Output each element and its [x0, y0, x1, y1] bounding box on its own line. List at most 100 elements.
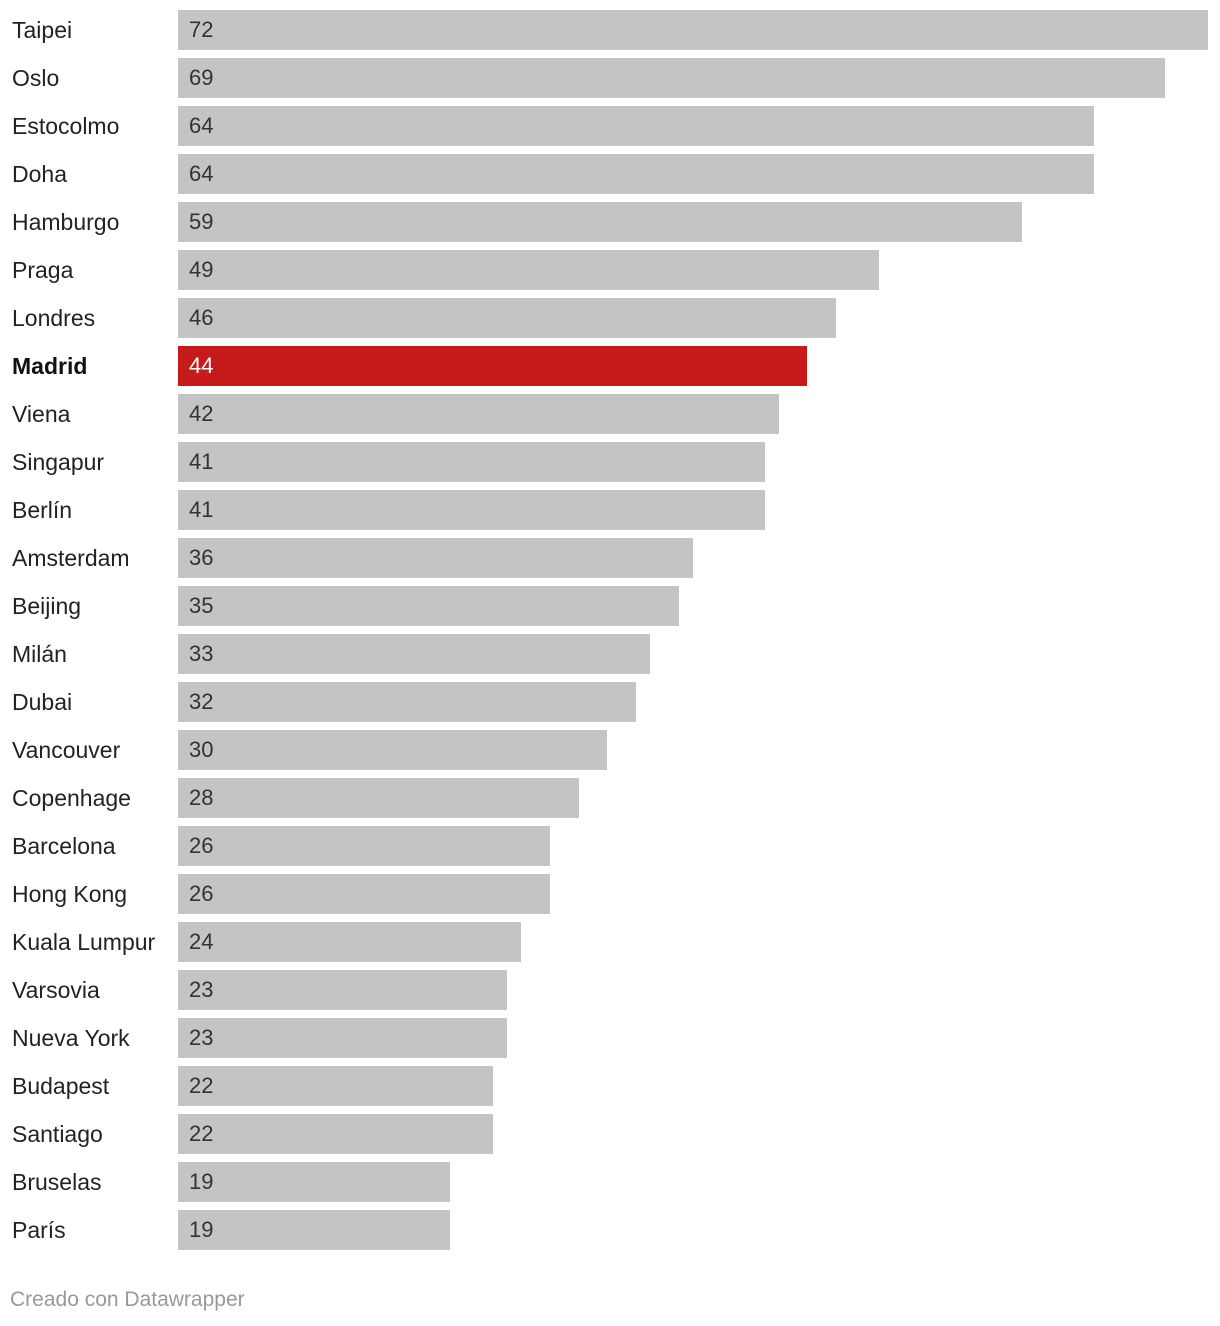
category-label-beijing: Beijing — [12, 593, 82, 619]
value-label-dubai: 32 — [189, 689, 214, 714]
bar-row-hong-kong: Hong Kong 26 — [0, 874, 1220, 914]
bar-row-singapur: Singapur 41 — [0, 442, 1220, 482]
bar-row-beijing: Beijing 35 — [0, 586, 1220, 626]
bar-oslo — [178, 58, 1165, 98]
category-label-estocolmo: Estocolmo — [12, 113, 120, 139]
category-label-vancouver: Vancouver — [12, 737, 121, 763]
category-label-santiago: Santiago — [12, 1121, 103, 1147]
category-label-doha: Doha — [12, 161, 67, 187]
bar-row-doha: Doha 64 — [0, 154, 1220, 194]
bar-row-taipei: Taipei 72 — [0, 10, 1220, 50]
bar-praga — [178, 250, 879, 290]
bar-row-barcelona: Barcelona 26 — [0, 826, 1220, 866]
bar-row-santiago: Santiago 22 — [0, 1114, 1220, 1154]
value-label-kuala-lumpur: 24 — [189, 929, 214, 954]
bar-paris — [178, 1210, 450, 1250]
category-label-milan: Milán — [12, 641, 67, 667]
category-label-londres: Londres — [12, 305, 96, 331]
bar-milan — [178, 634, 650, 674]
value-label-santiago: 22 — [189, 1121, 214, 1146]
category-label-praga: Praga — [12, 257, 74, 283]
bar-row-dubai: Dubai 32 — [0, 682, 1220, 722]
bar-bruselas — [178, 1162, 450, 1202]
bar-row-praga: Praga 49 — [0, 250, 1220, 290]
bar-row-kuala-lumpur: Kuala Lumpur 24 — [0, 922, 1220, 962]
bar-amsterdam — [178, 538, 693, 578]
bar-barcelona — [178, 826, 550, 866]
bar-viena — [178, 394, 779, 434]
category-label-berlin: Berlín — [12, 497, 73, 523]
bar-varsovia — [178, 970, 507, 1010]
category-label-barcelona: Barcelona — [12, 833, 116, 859]
bar-budapest — [178, 1066, 493, 1106]
value-label-budapest: 22 — [189, 1073, 214, 1098]
category-label-paris: París — [12, 1217, 66, 1243]
bar-doha — [178, 154, 1094, 194]
credit-footer: Creado con Datawrapper — [10, 1288, 245, 1311]
value-label-singapur: 41 — [189, 449, 214, 474]
bar-row-nueva-york: Nueva York 23 — [0, 1018, 1220, 1058]
category-label-hong-kong: Hong Kong — [12, 881, 128, 907]
category-label-copenhage: Copenhage — [12, 785, 131, 811]
value-label-viena: 42 — [189, 401, 214, 426]
value-label-hamburgo: 59 — [189, 209, 214, 234]
value-label-estocolmo: 64 — [189, 113, 214, 138]
value-label-varsovia: 23 — [189, 977, 214, 1002]
value-label-taipei: 72 — [189, 17, 214, 42]
category-label-viena: Viena — [12, 401, 71, 427]
value-label-copenhage: 28 — [189, 785, 214, 810]
category-label-oslo: Oslo — [12, 65, 60, 91]
bar-row-madrid: Madrid 44 — [0, 346, 1220, 386]
bar-madrid — [178, 346, 807, 386]
bar-row-bruselas: Bruselas 19 — [0, 1162, 1220, 1202]
bar-santiago — [178, 1114, 493, 1154]
value-label-madrid: 44 — [189, 353, 214, 378]
value-label-bruselas: 19 — [189, 1169, 214, 1194]
category-label-taipei: Taipei — [12, 17, 73, 43]
category-label-madrid: Madrid — [12, 353, 88, 379]
category-label-hamburgo: Hamburgo — [12, 209, 120, 235]
value-label-praga: 49 — [189, 257, 214, 282]
category-label-varsovia: Varsovia — [12, 977, 100, 1003]
category-label-bruselas: Bruselas — [12, 1169, 102, 1195]
value-label-londres: 46 — [189, 305, 214, 330]
bar-row-oslo: Oslo 69 — [0, 58, 1220, 98]
category-label-nueva-york: Nueva York — [12, 1025, 130, 1051]
bar-dubai — [178, 682, 636, 722]
bar-row-copenhage: Copenhage 28 — [0, 778, 1220, 818]
bar-beijing — [178, 586, 679, 626]
bar-nueva-york — [178, 1018, 507, 1058]
bar-row-viena: Viena 42 — [0, 394, 1220, 434]
category-label-amsterdam: Amsterdam — [12, 545, 130, 571]
bar-kuala-lumpur — [178, 922, 521, 962]
bar-londres — [178, 298, 836, 338]
bar-hamburgo — [178, 202, 1022, 242]
bar-row-varsovia: Varsovia 23 — [0, 970, 1220, 1010]
bar-row-hamburgo: Hamburgo 59 — [0, 202, 1220, 242]
value-label-oslo: 69 — [189, 65, 214, 90]
value-label-milan: 33 — [189, 641, 214, 666]
value-label-doha: 64 — [189, 161, 214, 186]
bar-berlin — [178, 490, 765, 530]
value-label-vancouver: 30 — [189, 737, 214, 762]
value-label-nueva-york: 23 — [189, 1025, 214, 1050]
bar-hong-kong — [178, 874, 550, 914]
bar-vancouver — [178, 730, 607, 770]
bar-singapur — [178, 442, 765, 482]
value-label-berlin: 41 — [189, 497, 214, 522]
bar-row-budapest: Budapest 22 — [0, 1066, 1220, 1106]
value-label-hong-kong: 26 — [189, 881, 214, 906]
bar-estocolmo — [178, 106, 1094, 146]
category-label-budapest: Budapest — [12, 1073, 110, 1099]
bar-row-berlin: Berlín 41 — [0, 490, 1220, 530]
bar-taipei — [178, 10, 1208, 50]
bar-row-vancouver: Vancouver 30 — [0, 730, 1220, 770]
value-label-beijing: 35 — [189, 593, 214, 618]
bar-row-amsterdam: Amsterdam 36 — [0, 538, 1220, 578]
bar-row-milan: Milán 33 — [0, 634, 1220, 674]
bar-row-londres: Londres 46 — [0, 298, 1220, 338]
category-label-kuala-lumpur: Kuala Lumpur — [12, 929, 156, 955]
value-label-barcelona: 26 — [189, 833, 214, 858]
bar-copenhage — [178, 778, 579, 818]
